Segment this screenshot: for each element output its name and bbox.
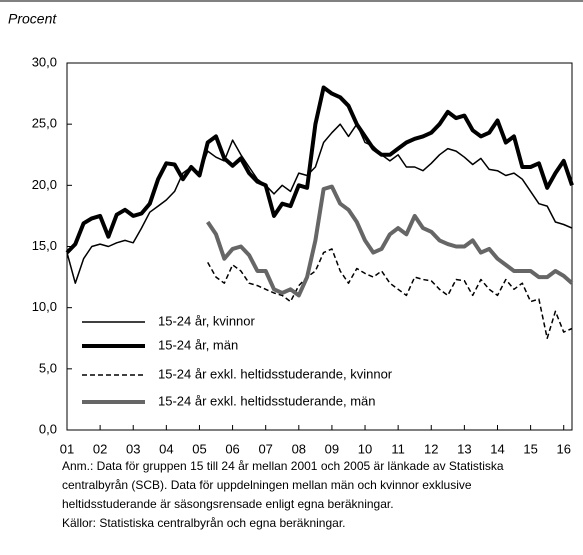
x-tick-label: 03 (126, 441, 140, 456)
x-tick-label: 15 (523, 441, 537, 456)
series-line (207, 248, 573, 340)
series-line (66, 123, 573, 284)
x-tick-label: 01 (60, 441, 74, 456)
footnote: Källor: Statistiska centralbyrån och egn… (62, 516, 346, 530)
x-tick-label: 16 (556, 441, 570, 456)
legend-label: 15-24 år exkl. heltidsstuderande, män (158, 393, 376, 408)
legend-label: 15-24 år, män (158, 337, 238, 352)
footnote: centralbyrån (SCB). Data för uppdelninge… (62, 478, 472, 492)
legend-label: 15-24 år exkl. heltidsstuderande, kvinno… (158, 366, 393, 381)
series-line (65, 85, 574, 254)
y-tick-label: 0,0 (39, 421, 57, 436)
x-tick-label: 11 (391, 441, 405, 456)
y-tick-label: 10,0 (32, 299, 57, 314)
y-tick-label: 25,0 (32, 116, 57, 131)
y-tick-label: 30,0 (32, 54, 57, 69)
x-tick-label: 02 (93, 441, 107, 456)
x-tick-label: 07 (258, 441, 272, 456)
x-tick-label: 08 (292, 441, 306, 456)
x-tick-label: 09 (325, 441, 339, 456)
x-tick-label: 04 (159, 441, 173, 456)
y-tick-label: 15,0 (32, 238, 57, 253)
x-tick-label: 12 (424, 441, 438, 456)
x-tick-label: 14 (490, 441, 504, 456)
footnote: Anm.: Data för gruppen 15 till 24 år mel… (62, 459, 504, 473)
footnote: heltidsstuderande är säsongsrensade enli… (62, 497, 394, 511)
x-tick-label: 13 (457, 441, 471, 456)
x-tick-label: 10 (358, 441, 372, 456)
series-line (206, 184, 574, 298)
x-tick-label: 05 (192, 441, 206, 456)
x-tick-label: 06 (225, 441, 239, 456)
y-axis-label: Procent (8, 11, 57, 27)
y-tick-label: 20,0 (32, 177, 57, 192)
y-tick-label: 5,0 (39, 360, 57, 375)
legend-label: 15-24 år, kvinnor (158, 313, 256, 328)
